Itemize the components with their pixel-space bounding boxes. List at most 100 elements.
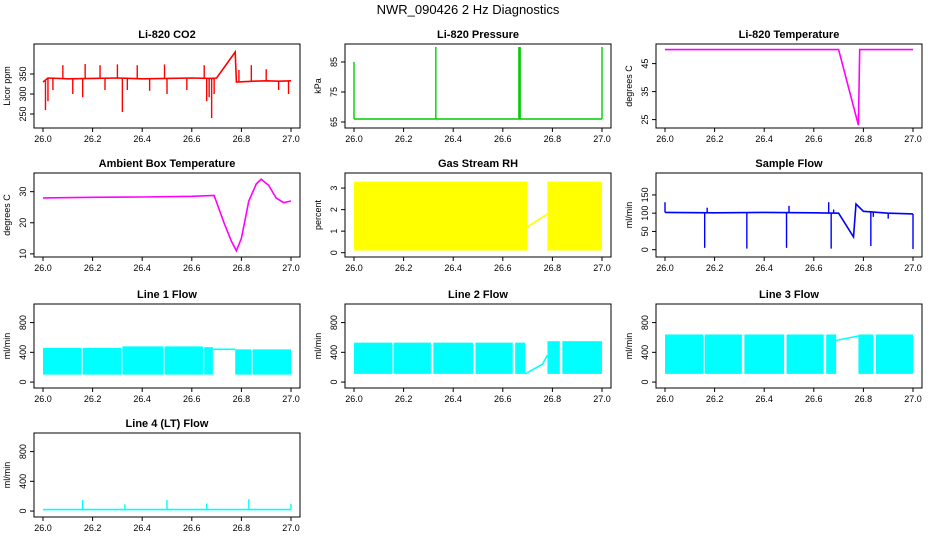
x-tick-label: 26.6 [805,394,823,404]
y-tick-label: 350 [18,66,28,81]
data-band [786,334,824,374]
series-line [42,178,292,253]
x-tick-label: 27.0 [282,523,300,533]
plot-frame [33,303,301,389]
y-tick-label: 100 [640,206,650,221]
panel-title: Line 2 Flow [448,289,508,301]
data-band [393,342,431,374]
x-tick-label: 26.6 [183,134,201,144]
x-tick-label: 26.8 [544,134,562,144]
panel-title: Li-820 Temperature [739,29,840,41]
x-tick-label: 26.0 [656,394,674,404]
x-tick-label: 26.2 [706,394,724,404]
y-tick-label: 400 [18,474,28,489]
plot-frame [33,432,301,518]
plot-frame [655,303,923,389]
x-tick-label: 26.2 [84,394,102,404]
data-band [43,347,82,375]
y-tick-label: 2 [329,207,339,212]
x-tick-label: 26.8 [544,394,562,404]
x-tick-label: 27.0 [904,134,922,144]
panel-line1: Line 1 Flow ml/min 0 400 800 26.0 26.2 26.4 26.6… [2,289,301,404]
y-axis-label: ml/min [624,202,634,229]
x-tick-label: 26.8 [855,394,873,404]
y-tick-label: 0 [18,509,28,514]
series-line [524,354,549,375]
data-band [547,181,602,251]
y-tick-label: 1 [329,229,339,234]
panel-line3: Line 3 Flow ml/min 0 400 800 26.0 26.2 26.4 26.6… [624,289,923,404]
y-tick-label: 300 [18,86,28,101]
panel-ambient: Ambient Box Temperature degrees C 10 20 30 26… [2,158,301,273]
x-tick-label: 26.4 [444,394,462,404]
x-tick-label: 26.0 [34,263,52,273]
x-tick-label: 26.4 [444,134,462,144]
data-band [547,341,560,374]
y-axis-label: percent [313,199,323,230]
series-line [664,202,914,240]
y-tick-label: 45 [640,59,650,69]
x-tick-label: 26.0 [656,134,674,144]
plot-frame [655,172,923,258]
panel-co2: Li-820 CO2 Licor ppm 250 300 350 26.0 26.2 26.4… [2,29,301,144]
data-band [826,334,837,374]
y-axis-label: Licor ppm [2,66,12,106]
x-tick-label: 26.2 [706,263,724,273]
data-band [433,342,474,374]
x-tick-label: 26.8 [233,523,251,533]
x-tick-label: 26.0 [34,523,52,533]
panel-sample: Sample Flow ml/min 0 50 100 150 26.0 26.2 26.4 26… [624,158,923,273]
x-tick-label: 26.8 [233,394,251,404]
data-band [665,334,704,374]
y-tick-label: 800 [329,315,339,330]
x-tick-label: 26.6 [805,134,823,144]
x-tick-label: 27.0 [593,263,611,273]
panel-pressure: Li-820 Pressure kPa 65 75 85 26.0 26.2 26.4 26.6… [313,29,612,144]
data-band [252,349,291,375]
x-tick-label: 26.2 [84,263,102,273]
x-tick-label: 26.6 [494,394,512,404]
x-tick-label: 26.6 [183,263,201,273]
data-band [475,342,513,374]
x-tick-label: 26.4 [444,263,462,273]
x-tick-label: 26.0 [345,134,363,144]
y-axis-label: ml/min [2,333,12,360]
y-axis-label: degrees C [2,194,12,236]
x-tick-label: 27.0 [593,394,611,404]
y-tick-label: 800 [640,315,650,330]
y-tick-label: 65 [329,117,339,127]
data-band [204,347,213,375]
data-band [875,334,913,374]
x-tick-label: 26.6 [183,394,201,404]
x-tick-label: 26.4 [133,263,151,273]
data-band [744,334,785,374]
y-tick-label: 35 [640,87,650,97]
y-axis-label: ml/min [313,333,323,360]
x-tick-label: 26.2 [395,134,413,144]
x-tick-label: 26.6 [494,134,512,144]
y-tick-label: 85 [329,57,339,67]
y-axis-label: kPa [313,78,323,94]
x-tick-label: 26.8 [544,263,562,273]
x-tick-label: 26.8 [233,134,251,144]
x-tick-label: 27.0 [282,394,300,404]
x-tick-label: 26.2 [84,523,102,533]
panel-title: Line 4 (LT) Flow [126,418,209,430]
x-tick-label: 27.0 [593,134,611,144]
y-tick-label: 150 [640,187,650,202]
data-band [235,349,252,375]
y-tick-label: 50 [640,226,650,236]
data-band [354,342,393,374]
x-tick-label: 26.8 [855,263,873,273]
y-tick-label: 0 [329,380,339,385]
x-tick-label: 26.8 [855,134,873,144]
x-tick-label: 26.0 [34,394,52,404]
x-tick-label: 26.2 [395,263,413,273]
x-tick-label: 26.4 [755,394,773,404]
data-band [122,346,164,375]
data-band [562,341,602,374]
panel-title: Sample Flow [755,158,823,170]
plot-frame [344,303,612,389]
plot-frame [33,43,301,129]
data-band [354,181,528,251]
